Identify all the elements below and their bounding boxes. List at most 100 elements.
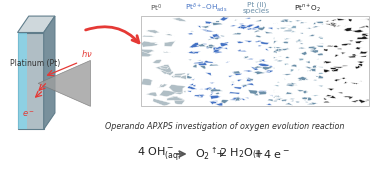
Polygon shape [200, 29, 207, 31]
Polygon shape [316, 21, 323, 23]
Polygon shape [319, 43, 323, 44]
Polygon shape [277, 82, 280, 83]
Polygon shape [212, 23, 224, 25]
Polygon shape [331, 19, 336, 21]
Polygon shape [307, 97, 312, 101]
Polygon shape [355, 41, 364, 43]
Polygon shape [297, 90, 304, 92]
Polygon shape [301, 47, 306, 49]
Polygon shape [164, 41, 175, 47]
Polygon shape [310, 68, 316, 72]
Polygon shape [268, 66, 273, 68]
Polygon shape [245, 40, 252, 42]
Polygon shape [187, 90, 192, 92]
Polygon shape [302, 90, 308, 94]
Polygon shape [256, 35, 262, 37]
Polygon shape [192, 51, 201, 54]
Polygon shape [280, 20, 285, 22]
Polygon shape [38, 60, 90, 106]
Polygon shape [257, 61, 262, 62]
Polygon shape [284, 78, 285, 80]
Polygon shape [276, 28, 280, 29]
Polygon shape [274, 59, 279, 60]
Polygon shape [260, 41, 270, 45]
Polygon shape [357, 61, 364, 64]
Polygon shape [324, 69, 330, 73]
Polygon shape [235, 97, 240, 101]
Polygon shape [160, 84, 164, 87]
Polygon shape [312, 50, 316, 52]
Polygon shape [178, 75, 186, 79]
Polygon shape [291, 31, 297, 32]
Polygon shape [153, 98, 171, 106]
Polygon shape [165, 32, 175, 36]
Polygon shape [265, 71, 270, 72]
Polygon shape [234, 71, 241, 74]
Polygon shape [211, 100, 218, 102]
Polygon shape [335, 25, 341, 27]
Polygon shape [309, 34, 315, 36]
Polygon shape [352, 54, 358, 56]
Text: 4 e$^-$: 4 e$^-$ [263, 148, 290, 160]
Polygon shape [274, 100, 277, 102]
Polygon shape [237, 79, 243, 81]
Polygon shape [169, 85, 186, 92]
Polygon shape [167, 96, 185, 104]
Polygon shape [330, 23, 336, 25]
Polygon shape [326, 24, 336, 26]
Polygon shape [348, 43, 352, 45]
Polygon shape [337, 48, 342, 50]
Polygon shape [267, 47, 273, 48]
Polygon shape [254, 66, 263, 68]
Polygon shape [311, 95, 320, 96]
Polygon shape [318, 75, 323, 79]
Polygon shape [244, 77, 253, 81]
Polygon shape [344, 25, 348, 27]
Polygon shape [333, 67, 344, 68]
Polygon shape [360, 52, 365, 54]
Polygon shape [191, 79, 195, 80]
Polygon shape [355, 65, 361, 69]
Polygon shape [338, 92, 342, 94]
Polygon shape [330, 68, 339, 70]
Polygon shape [213, 34, 221, 39]
Polygon shape [306, 91, 308, 92]
Polygon shape [364, 25, 369, 28]
Polygon shape [204, 87, 212, 90]
Polygon shape [247, 28, 253, 30]
Polygon shape [203, 43, 207, 45]
Polygon shape [183, 90, 186, 93]
Polygon shape [324, 49, 328, 51]
Polygon shape [232, 72, 242, 75]
Polygon shape [357, 36, 369, 39]
Polygon shape [359, 51, 368, 54]
Polygon shape [313, 80, 317, 81]
Polygon shape [192, 44, 198, 45]
Polygon shape [285, 56, 290, 58]
Polygon shape [331, 69, 338, 72]
Polygon shape [187, 51, 196, 54]
Polygon shape [243, 70, 253, 72]
Polygon shape [205, 21, 212, 24]
Polygon shape [343, 96, 352, 97]
Polygon shape [284, 64, 288, 65]
Polygon shape [291, 31, 296, 32]
Polygon shape [252, 25, 262, 28]
Polygon shape [284, 39, 289, 40]
Polygon shape [232, 33, 241, 35]
Polygon shape [304, 99, 310, 100]
Polygon shape [251, 67, 259, 72]
Polygon shape [160, 66, 169, 69]
Polygon shape [274, 49, 284, 52]
Polygon shape [301, 51, 307, 55]
Polygon shape [17, 33, 44, 129]
Polygon shape [325, 95, 332, 96]
Polygon shape [275, 47, 282, 48]
Polygon shape [173, 75, 181, 78]
Polygon shape [317, 53, 323, 56]
Polygon shape [172, 18, 186, 22]
Polygon shape [237, 24, 249, 29]
Polygon shape [274, 51, 277, 53]
Polygon shape [274, 85, 279, 86]
Polygon shape [239, 50, 247, 52]
